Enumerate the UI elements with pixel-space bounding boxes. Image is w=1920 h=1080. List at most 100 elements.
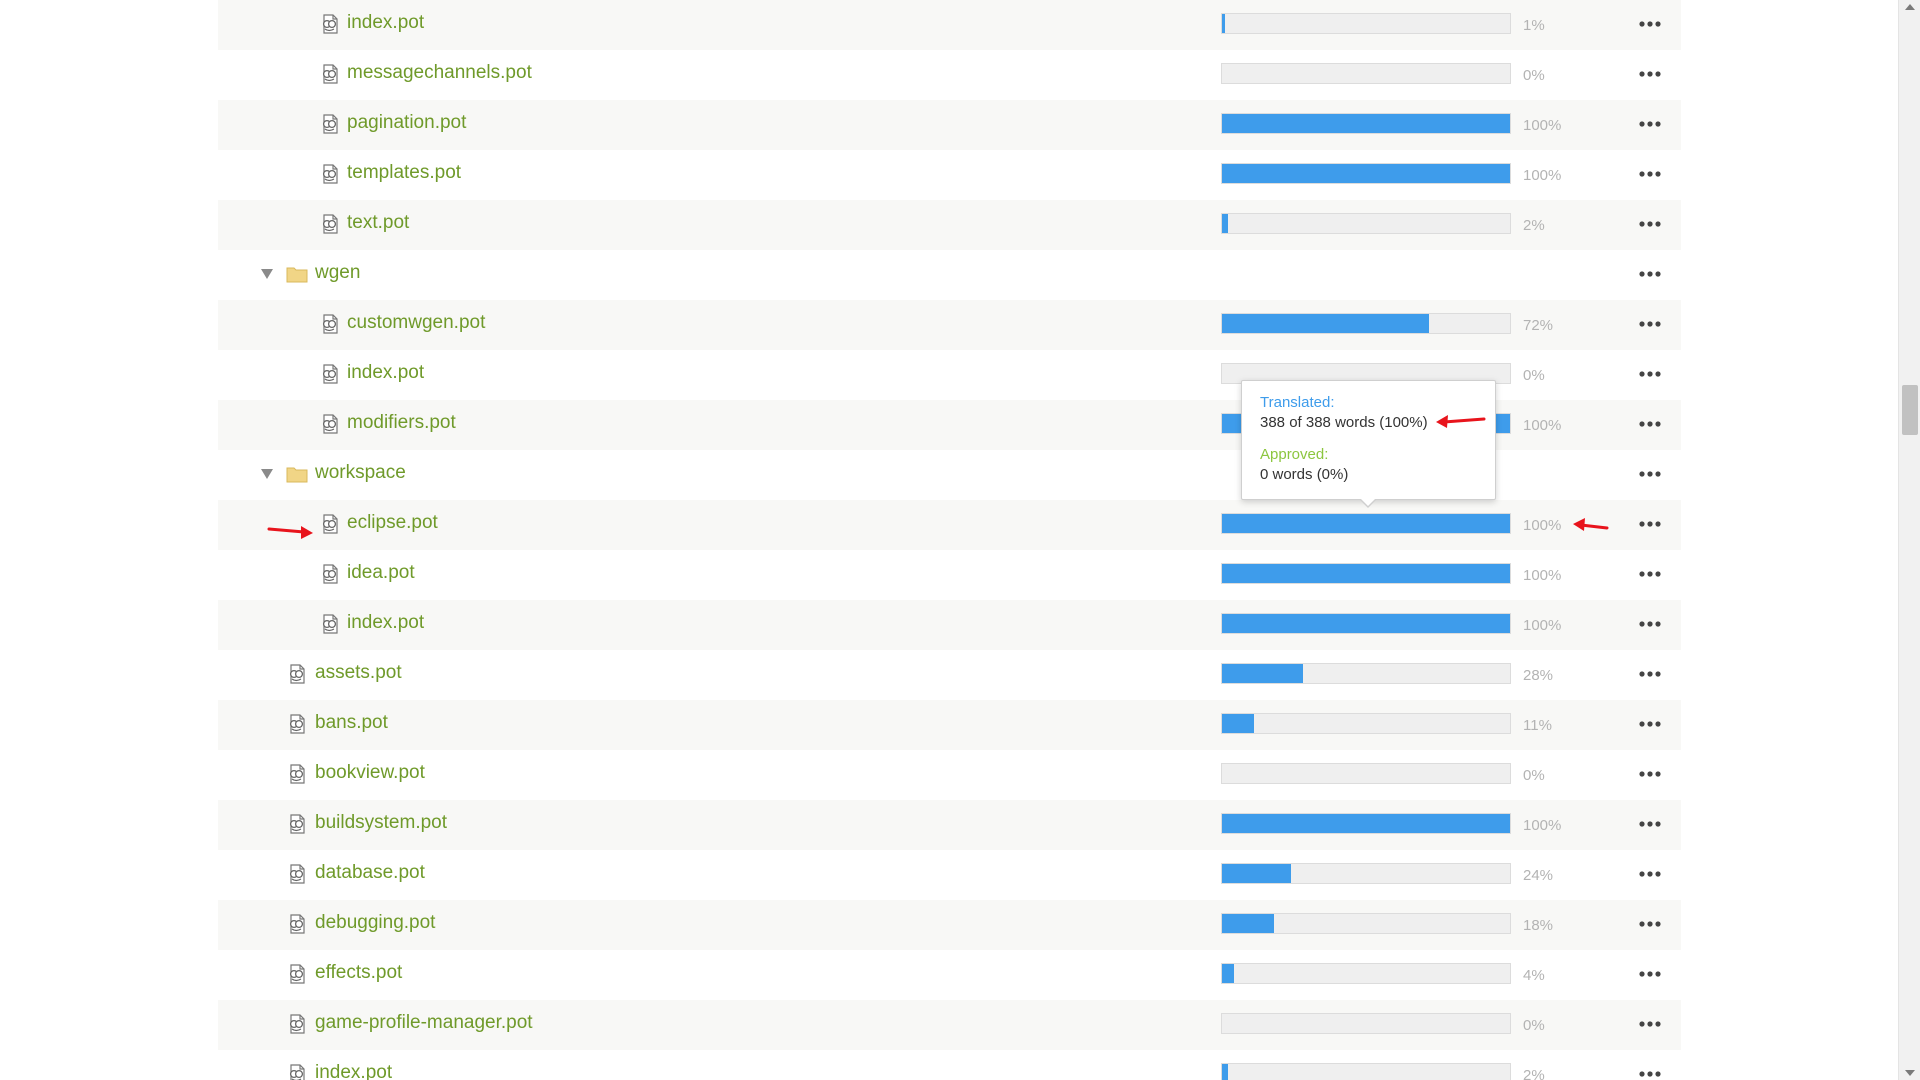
translation-progress-bar[interactable] (1221, 963, 1511, 984)
tree-file-row[interactable]: index.pot 2% (218, 1050, 1681, 1080)
annotation-arrow-filename (267, 526, 313, 539)
translation-progress-bar[interactable] (1221, 313, 1511, 334)
file-name-link[interactable]: bans.pot (315, 712, 388, 733)
po-file-icon (286, 813, 308, 835)
progress-percent: 11% (1523, 717, 1552, 734)
tree-file-row[interactable]: customwgen.pot 72% (218, 300, 1681, 350)
file-name-link[interactable]: messagechannels.pot (347, 62, 532, 83)
tree-file-row[interactable]: index.pot 1% (218, 0, 1681, 50)
tree-file-row[interactable]: effects.pot 4% (218, 950, 1681, 1000)
translation-progress-bar[interactable] (1221, 13, 1511, 34)
scroll-down-icon[interactable] (1905, 1070, 1915, 1076)
folder-name[interactable]: workspace (315, 462, 406, 483)
file-name-link[interactable]: eclipse.pot (347, 512, 438, 533)
translation-progress-bar[interactable] (1221, 1013, 1511, 1034)
tree-file-row[interactable]: messagechannels.pot 0% (218, 50, 1681, 100)
tree-file-row[interactable]: eclipse.pot 100% (218, 500, 1681, 550)
tree-file-row[interactable]: assets.pot 28% (218, 650, 1681, 700)
translation-progress-bar[interactable] (1221, 513, 1511, 534)
translation-progress-bar[interactable] (1221, 613, 1511, 634)
translation-progress-bar[interactable] (1221, 913, 1511, 934)
tree-file-row[interactable]: idea.pot 100% (218, 550, 1681, 600)
more-dots-icon[interactable] (1630, 260, 1670, 288)
translation-progress-bar[interactable] (1221, 863, 1511, 884)
file-name-link[interactable]: modifiers.pot (347, 412, 456, 433)
more-dots-icon[interactable] (1630, 910, 1670, 938)
progress-percent: 2% (1523, 217, 1545, 234)
more-dots-icon[interactable] (1630, 310, 1670, 338)
caret-down-icon[interactable] (261, 269, 273, 279)
translation-progress-bar[interactable] (1221, 213, 1511, 234)
file-name-link[interactable]: debugging.pot (315, 912, 436, 933)
scrollbar-thumb[interactable] (1902, 385, 1918, 435)
more-dots-icon[interactable] (1630, 110, 1670, 138)
file-name-link[interactable]: index.pot (347, 12, 425, 33)
tree-file-row[interactable]: templates.pot 100% (218, 150, 1681, 200)
file-name-link[interactable]: index.pot (347, 362, 425, 383)
more-dots-icon[interactable] (1630, 560, 1670, 588)
annotation-arrow-tooltip (1436, 415, 1486, 428)
more-dots-icon[interactable] (1630, 1060, 1670, 1080)
tooltip-pointer-inner (1360, 498, 1376, 506)
more-dots-icon[interactable] (1630, 710, 1670, 738)
tree-file-row[interactable]: index.pot 0% (218, 350, 1681, 400)
more-dots-icon[interactable] (1630, 810, 1670, 838)
file-name-link[interactable]: index.pot (315, 1062, 393, 1080)
file-name-link[interactable]: effects.pot (315, 962, 403, 983)
translation-progress-bar[interactable] (1221, 763, 1511, 784)
tree-file-row[interactable]: pagination.pot 100% (218, 100, 1681, 150)
file-name-link[interactable]: assets.pot (315, 662, 402, 683)
more-dots-icon[interactable] (1630, 760, 1670, 788)
more-dots-icon[interactable] (1630, 460, 1670, 488)
more-dots-icon[interactable] (1630, 510, 1670, 538)
file-name-link[interactable]: bookview.pot (315, 762, 425, 783)
more-dots-icon[interactable] (1630, 960, 1670, 988)
tree-file-row[interactable]: bans.pot 11% (218, 700, 1681, 750)
tree-file-row[interactable]: text.pot 2% (218, 200, 1681, 250)
file-name-link[interactable]: index.pot (347, 612, 425, 633)
file-name-link[interactable]: idea.pot (347, 562, 415, 583)
translation-progress-bar[interactable] (1221, 113, 1511, 134)
tree-file-row[interactable]: bookview.pot 0% (218, 750, 1681, 800)
tree-folder-row[interactable]: wgen (218, 250, 1681, 300)
tree-file-row[interactable]: database.pot 24% (218, 850, 1681, 900)
more-dots-icon[interactable] (1630, 660, 1670, 688)
vertical-scrollbar[interactable] (1898, 0, 1920, 1080)
more-dots-icon[interactable] (1630, 10, 1670, 38)
tree-folder-row[interactable]: workspace (218, 450, 1681, 500)
po-file-icon (319, 63, 341, 85)
file-name-link[interactable]: text.pot (347, 212, 410, 233)
more-dots-icon[interactable] (1630, 1010, 1670, 1038)
file-name-link[interactable]: customwgen.pot (347, 312, 486, 333)
more-dots-icon[interactable] (1630, 60, 1670, 88)
tree-file-row[interactable]: game-profile-manager.pot 0% (218, 1000, 1681, 1050)
more-dots-icon[interactable] (1630, 360, 1670, 388)
more-dots-icon[interactable] (1630, 860, 1670, 888)
file-name-link[interactable]: database.pot (315, 862, 425, 883)
more-dots-icon[interactable] (1630, 210, 1670, 238)
file-name-link[interactable]: templates.pot (347, 162, 462, 183)
translation-progress-bar[interactable] (1221, 163, 1511, 184)
translation-progress-bar[interactable] (1221, 563, 1511, 584)
translation-progress-bar[interactable] (1221, 63, 1511, 84)
tooltip-approved-value: 0 words (0%) (1260, 466, 1349, 483)
more-dots-icon[interactable] (1630, 610, 1670, 638)
folder-name[interactable]: wgen (315, 262, 361, 283)
folder-icon (286, 463, 308, 485)
translation-progress-bar[interactable] (1221, 713, 1511, 734)
translation-progress-bar[interactable] (1221, 1063, 1511, 1080)
more-dots-icon[interactable] (1630, 160, 1670, 188)
caret-down-icon[interactable] (261, 469, 273, 479)
translation-progress-bar[interactable] (1221, 813, 1511, 834)
file-name-link[interactable]: pagination.pot (347, 112, 467, 133)
file-name-link[interactable]: game-profile-manager.pot (315, 1012, 533, 1033)
tree-file-row[interactable]: index.pot 100% (218, 600, 1681, 650)
scroll-up-icon[interactable] (1905, 4, 1915, 10)
file-name-link[interactable]: buildsystem.pot (315, 812, 448, 833)
tree-file-row[interactable]: debugging.pot 18% (218, 900, 1681, 950)
translation-progress-bar[interactable] (1221, 663, 1511, 684)
progress-percent: 100% (1523, 417, 1562, 434)
tree-file-row[interactable]: buildsystem.pot 100% (218, 800, 1681, 850)
po-file-icon (286, 1063, 308, 1080)
more-dots-icon[interactable] (1630, 410, 1670, 438)
